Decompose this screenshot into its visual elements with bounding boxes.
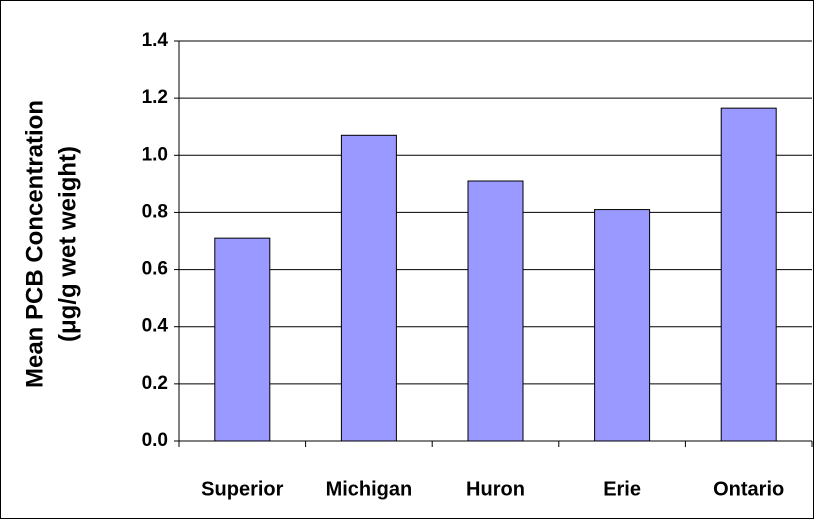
y-tick-label: 1.0 [142, 144, 168, 165]
x-tick-label: Huron [466, 478, 525, 500]
y-axis-label: (μg/g wet weight) [54, 146, 81, 342]
y-tick-label: 1.2 [142, 87, 168, 108]
bar [214, 237, 271, 442]
y-tick-label: 0.2 [142, 373, 168, 394]
y-tick-label: 0.4 [142, 316, 169, 337]
y-tick-label: 0.6 [142, 259, 168, 280]
bar [720, 107, 777, 442]
y-tick-label: 0.0 [142, 430, 168, 451]
y-tick-label: 1.4 [142, 30, 169, 51]
x-tick-label: Michigan [326, 478, 413, 500]
bar [594, 209, 651, 442]
y-axis-label: Mean PCB Concentration [21, 100, 48, 388]
x-tick-label: Superior [201, 478, 283, 500]
x-tick-label: Erie [603, 478, 641, 500]
x-tick-label: Ontario [713, 478, 784, 500]
bar [340, 134, 397, 442]
bar [467, 180, 524, 442]
y-tick-label: 0.8 [142, 201, 168, 222]
